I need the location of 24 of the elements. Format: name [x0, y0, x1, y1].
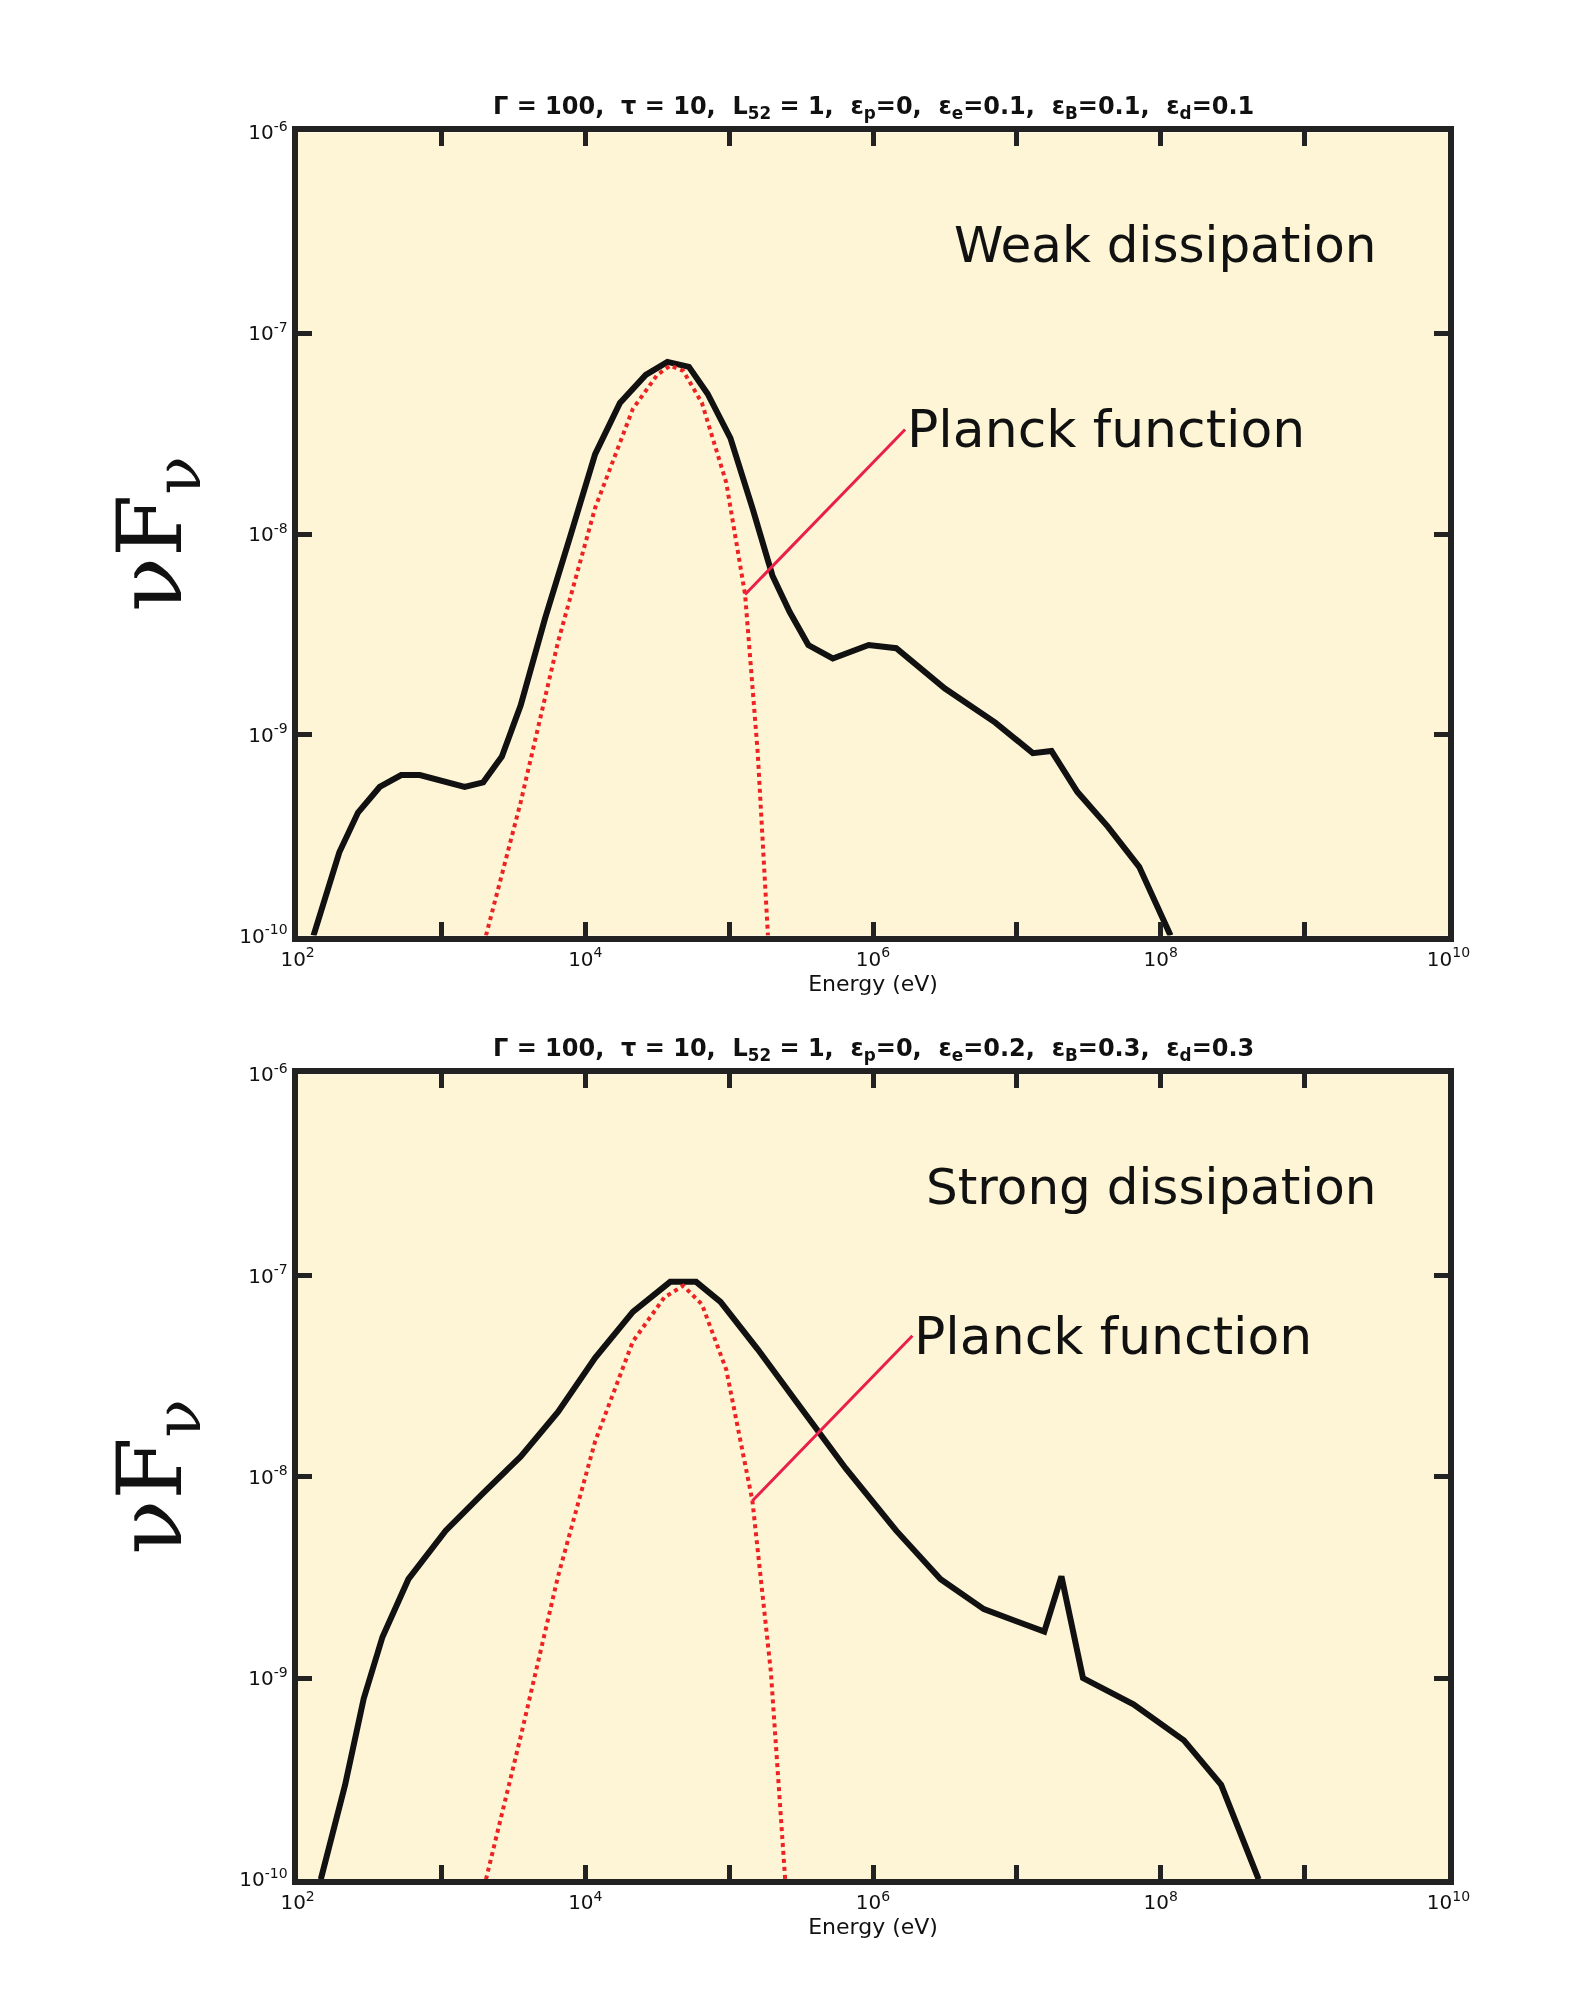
x-tick-label: 10$^{6}$	[855, 944, 891, 971]
annotation: Planck function	[907, 399, 1306, 459]
chart-title: Γ = 100, τ = 10, L$_{52}$ = 1, ε$_{p}$=0, ε$_{e}$=0.2, ε$_{B}$=0.3, ε$_{d}$=0.3	[493, 1034, 1255, 1066]
x-tick-label: 10$^{4}$	[568, 1887, 603, 1915]
x-tick-label: 10$^{8}$	[1143, 944, 1178, 971]
x-tick-label: 10$^{4}$	[568, 944, 603, 971]
chart-title: Γ = 100, τ = 10, L$_{52}$ = 1, ε$_{p}$=0, ε$_{e}$=0.1, ε$_{B}$=0.1, ε$_{d}$=0.1	[493, 92, 1255, 124]
y-tick-label: 10$^{-8}$	[248, 1462, 288, 1489]
x-axis-title: Energy (eV)	[808, 1914, 938, 1940]
y-tick-label: 10$^{-6}$	[248, 1059, 288, 1087]
y-tick-label: 10$^{-8}$	[248, 519, 288, 547]
x-tick-label: 10$^{8}$	[1143, 1887, 1178, 1915]
y-tick-label: 10$^{-9}$	[248, 720, 288, 747]
y-tick-label: 10$^{-7}$	[248, 1261, 288, 1288]
y-tick-label: 10$^{-6}$	[248, 118, 288, 145]
x-tick-label: 10$^{10}$	[1426, 1887, 1471, 1915]
annotation: Planck function	[914, 1306, 1313, 1366]
annotation: Weak dissipation	[954, 216, 1377, 274]
y-tick-label: 10$^{-9}$	[248, 1663, 288, 1691]
y-tick-label: 10$^{-7}$	[248, 318, 288, 346]
annotation: Strong dissipation	[926, 1158, 1377, 1216]
x-axis-title: Energy (eV)	[808, 970, 938, 996]
x-tick-label: 10$^{10}$	[1426, 944, 1471, 971]
x-tick-label: 10$^{6}$	[855, 1887, 891, 1915]
